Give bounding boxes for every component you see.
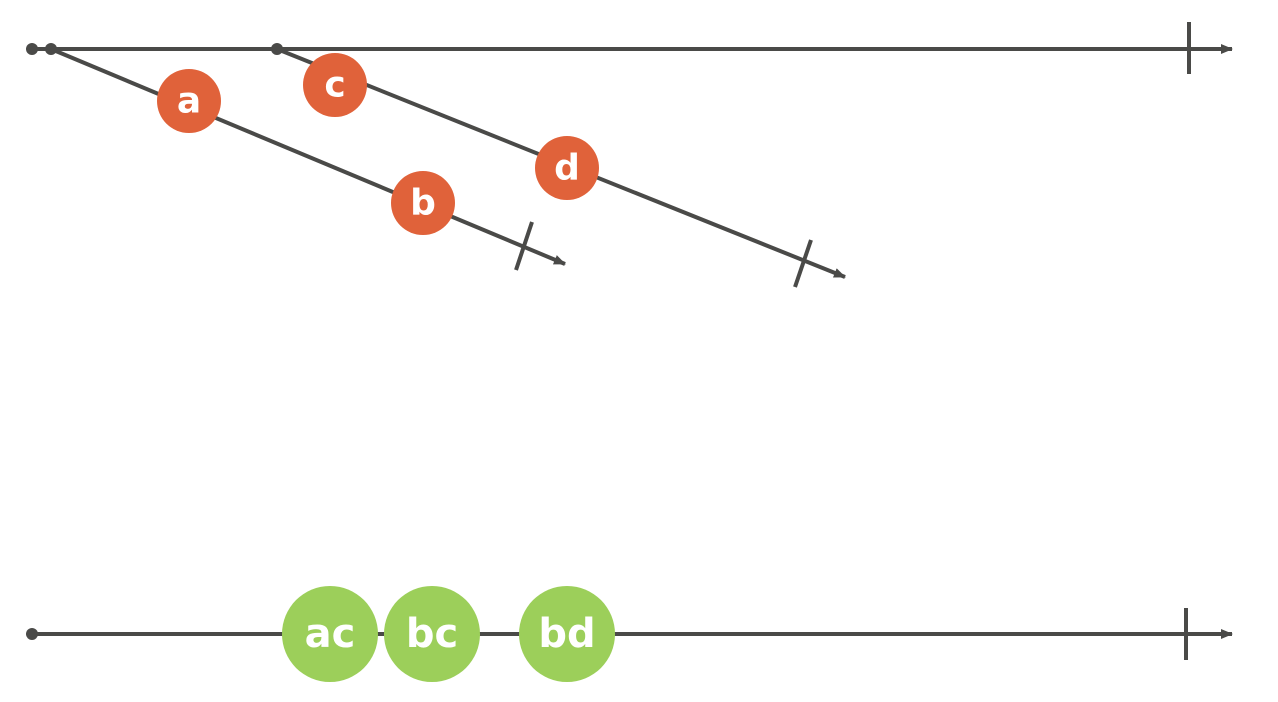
marble-b-circle <box>391 171 455 235</box>
marble-a: a <box>157 69 221 133</box>
marble-c-circle <box>303 53 367 117</box>
marble-b: b <box>391 171 455 235</box>
source-timeline <box>26 22 1233 74</box>
marble-b-label: b <box>410 183 436 224</box>
inner-stream-1-complete-tick <box>514 221 534 271</box>
marble-bd-label: bd <box>538 611 595 657</box>
marble-bd: bd <box>519 586 615 682</box>
inner-stream-1: a b <box>50 47 566 271</box>
marble-bc-circle <box>384 586 480 682</box>
marble-c-label: c <box>324 65 345 106</box>
marble-d: d <box>535 136 599 200</box>
result-timeline: ac bc bd <box>26 586 1233 682</box>
marble-a-circle <box>157 69 221 133</box>
source-timeline-start-dot <box>26 43 38 55</box>
marble-bc-label: bc <box>406 611 458 657</box>
inner-stream-2-complete-tick <box>793 239 813 288</box>
marble-bc: bc <box>384 586 480 682</box>
inner-stream-1-line <box>50 47 566 266</box>
marble-d-label: d <box>554 148 580 189</box>
inner-stream-2: c d <box>276 47 846 288</box>
marble-a-label: a <box>177 81 201 122</box>
marble-ac-label: ac <box>305 611 356 657</box>
result-timeline-start-dot <box>26 628 38 640</box>
marble-bd-circle <box>519 586 615 682</box>
marble-ac-circle <box>282 586 378 682</box>
marble-ac: ac <box>282 586 378 682</box>
marble-d-circle <box>535 136 599 200</box>
marble-c: c <box>303 53 367 117</box>
